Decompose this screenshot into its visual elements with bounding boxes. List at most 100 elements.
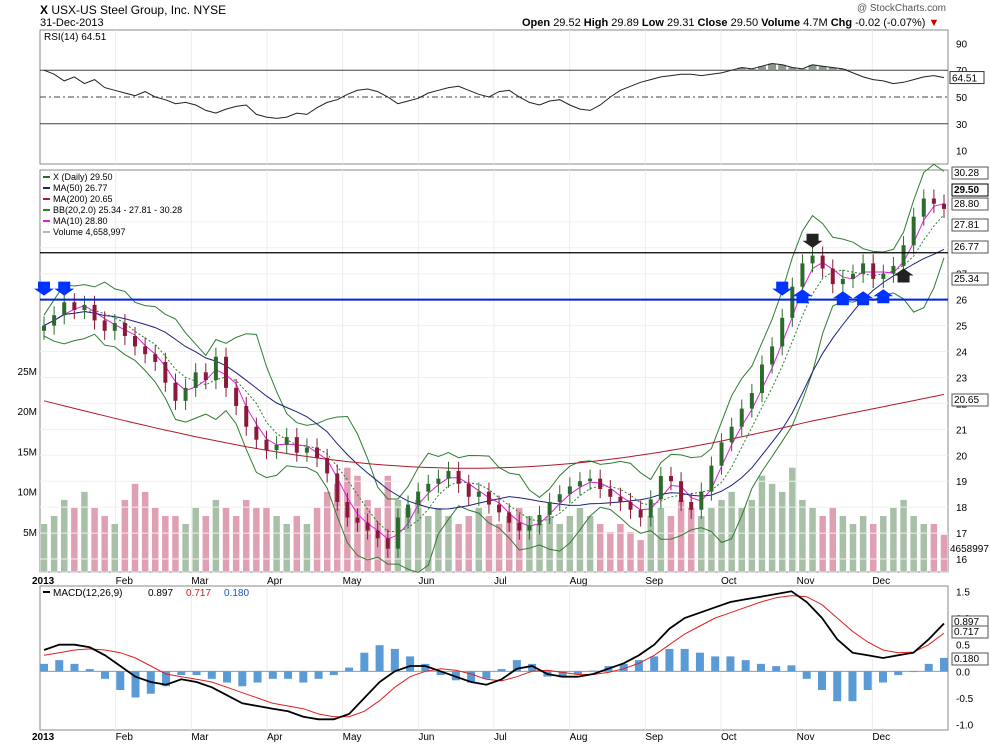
price-bar-body — [759, 364, 764, 394]
volume-bar — [829, 507, 837, 573]
volume-bar — [879, 515, 888, 573]
price-bar-body — [567, 486, 572, 495]
ma50-line — [43, 248, 945, 510]
volume-bar — [626, 531, 635, 573]
price-bar-body — [335, 473, 340, 502]
volume-bar — [930, 523, 938, 573]
macd-x-tick-label: Aug — [570, 732, 588, 743]
price-x-tick-label: Mar — [191, 576, 209, 587]
macd-histogram-bar — [177, 671, 186, 676]
rsi-overbought-fill — [808, 64, 817, 71]
volume-bar — [262, 507, 271, 573]
volume-bar — [151, 507, 159, 573]
macd-histogram-bar — [711, 656, 720, 672]
open-value: 29.52 — [553, 17, 581, 29]
volume-tick-label: 25M — [18, 367, 37, 378]
macd-x-tick-label: Dec — [872, 732, 890, 743]
price-bar-body — [709, 465, 714, 492]
rsi-line — [43, 62, 945, 119]
macd-legend-label: MACD(12,26,9) — [53, 588, 122, 599]
price-bar-body — [274, 444, 279, 451]
price-bar-body — [385, 538, 390, 549]
price-bar-body — [234, 387, 239, 407]
volume-tick-label: 10M — [18, 488, 37, 499]
macd-histogram-bar — [756, 663, 765, 672]
macd-tick-label: 0.5 — [956, 641, 970, 652]
macd-histogram-bar — [467, 671, 476, 683]
rsi-tick-label: 50 — [956, 93, 968, 104]
price-bar-body — [881, 273, 886, 279]
volume-bar — [90, 507, 99, 573]
price-bar-body — [830, 268, 835, 285]
price-bar-body — [264, 439, 269, 451]
volume-bar — [222, 507, 230, 573]
rsi-overbought-fill — [788, 67, 797, 71]
up-arrow-icon — [893, 268, 914, 283]
macd-right-value: 0.180 — [954, 654, 979, 665]
volume-bar — [778, 491, 786, 573]
volume-bar — [545, 515, 554, 573]
macd-value: 0.897 — [148, 588, 173, 599]
price-right-value: 25.34 — [954, 274, 979, 285]
price-bar-body — [537, 514, 542, 526]
price-bar-body — [800, 263, 805, 287]
down-arrow-icon — [54, 281, 75, 296]
price-bar-body — [325, 457, 330, 474]
ticker-symbol: X — [40, 3, 49, 17]
volume-bar — [202, 515, 210, 573]
volume-bar — [323, 491, 331, 573]
price-bar-body — [901, 245, 906, 266]
volume-bar — [849, 523, 857, 573]
macd-histogram-bar — [558, 671, 567, 678]
volume-bar — [252, 507, 261, 573]
up-arrow-icon — [792, 289, 813, 304]
macd-histogram-bar — [284, 671, 293, 679]
volume-bar — [272, 515, 281, 573]
volume-bar — [727, 491, 736, 573]
price-bar-body — [911, 216, 916, 246]
rsi-last-value: 64.51 — [952, 74, 977, 85]
volume-bar — [768, 483, 776, 573]
exchange: NYSE — [193, 3, 227, 17]
macd-histogram-bar — [909, 671, 918, 673]
macd-right-value-box — [951, 652, 989, 666]
macd-x-tick-label: Jul — [494, 732, 507, 743]
volume-label: Volume — [761, 17, 801, 29]
macd-histogram-bar — [497, 669, 506, 672]
price-bar-body — [213, 356, 218, 381]
price-tick-label: 26 — [956, 296, 968, 307]
macd-histogram-bar — [436, 671, 445, 676]
up-arrow-icon — [853, 291, 874, 306]
volume-bar — [798, 499, 807, 573]
volume-bar — [788, 467, 797, 573]
macd-tick-label: 0.0 — [956, 667, 970, 678]
macd-histogram-bar — [207, 671, 216, 679]
price-bar-body — [193, 372, 198, 388]
macd-x-tick-label: Oct — [721, 732, 737, 743]
price-bar-body — [244, 406, 249, 427]
price-bar-body — [173, 382, 178, 401]
company-name: USX-US Steel Group, Inc. — [51, 3, 191, 17]
price-right-value: 27.81 — [954, 220, 979, 231]
price-right-value: 30.28 — [954, 168, 979, 179]
rsi-tick-label: 90 — [956, 39, 968, 50]
macd-histogram-bar — [680, 648, 689, 672]
macd-histogram-bar — [589, 670, 598, 672]
price-bar-body — [466, 483, 471, 497]
rsi-legend-label: RSI(14) 64.51 — [44, 32, 107, 43]
macd-x-tick-label: Jun — [418, 732, 434, 743]
volume-bar — [606, 531, 615, 573]
macd-signal-value: 0.717 — [186, 588, 211, 599]
volume-bar — [869, 523, 877, 573]
down-arrow-icon — [802, 233, 823, 248]
macd-histogram-bar — [833, 671, 842, 702]
open-label: Open — [522, 17, 551, 29]
price-tick-label: 17 — [956, 529, 968, 540]
volume-bar — [667, 515, 675, 573]
price-x-tick-label: Feb — [116, 576, 134, 587]
macd-histogram-bar — [863, 671, 872, 690]
price-bar-body — [52, 315, 57, 326]
copyright: @ StockCharts.com — [856, 3, 946, 14]
volume-bar — [920, 523, 928, 573]
macd-x-tick-label: 2013 — [32, 732, 55, 743]
